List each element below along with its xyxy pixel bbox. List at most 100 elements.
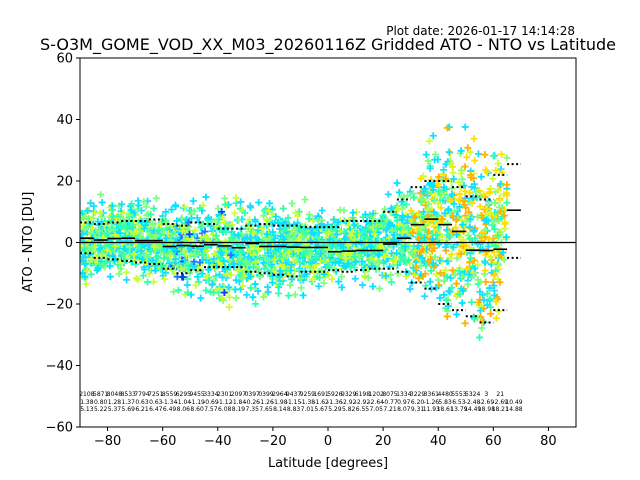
bin-annotation-text: 6198 bbox=[355, 391, 370, 398]
scatter-point bbox=[359, 228, 367, 236]
bin-annotation-text: 7794 bbox=[134, 391, 149, 398]
scatter-point bbox=[191, 252, 199, 260]
scatter-point bbox=[476, 307, 484, 315]
scatter-point bbox=[285, 249, 293, 257]
scatter-point bbox=[230, 260, 238, 268]
scatter-point bbox=[181, 264, 189, 272]
scatter-point bbox=[408, 250, 416, 258]
scatter-point bbox=[503, 181, 511, 189]
scatter-point bbox=[436, 269, 444, 277]
scatter-point bbox=[320, 279, 328, 287]
scatter-point bbox=[81, 244, 89, 252]
bin-annotation-text: -1.36 bbox=[327, 399, 343, 406]
scatter-point bbox=[461, 319, 469, 327]
bin-annotation-text: -1.26 bbox=[424, 399, 440, 406]
scatter-point bbox=[495, 262, 503, 270]
scatter-point bbox=[496, 278, 504, 286]
scatter-point bbox=[165, 259, 173, 267]
scatter-point bbox=[219, 214, 227, 222]
x-tick-label: −20 bbox=[259, 434, 286, 449]
scatter-point bbox=[80, 253, 87, 261]
scatter-point bbox=[421, 270, 429, 278]
scatter-point bbox=[268, 260, 276, 268]
scatter-point bbox=[306, 264, 314, 272]
bin-annotation-text: -2.69 bbox=[492, 399, 508, 406]
scatter-point bbox=[251, 216, 259, 224]
scatter-point bbox=[429, 186, 437, 194]
scatter-point bbox=[81, 273, 89, 281]
scatter-point bbox=[119, 209, 127, 217]
x-tick-label: 40 bbox=[430, 434, 447, 449]
scatter-point bbox=[494, 160, 502, 168]
scatter-point bbox=[392, 211, 400, 219]
scatter-point bbox=[476, 333, 484, 341]
scatter-point bbox=[325, 229, 333, 237]
scatter-point bbox=[160, 275, 168, 283]
scatter-point bbox=[453, 254, 461, 262]
scatter-point bbox=[173, 247, 181, 255]
scatter-point bbox=[453, 231, 461, 239]
scatter-point bbox=[437, 204, 445, 212]
scatter-point bbox=[295, 208, 303, 216]
x-tick-label: −80 bbox=[94, 434, 121, 449]
scatter-point bbox=[410, 194, 418, 202]
scatter-point bbox=[414, 242, 422, 250]
scatter-point bbox=[111, 242, 119, 250]
scatter-point bbox=[156, 242, 164, 250]
scatter-layer bbox=[80, 123, 511, 341]
scatter-point bbox=[430, 208, 438, 216]
bin-annotation-text: 8.19 bbox=[232, 406, 246, 413]
scatter-point bbox=[116, 229, 124, 237]
y-tick-label: −60 bbox=[46, 421, 73, 436]
scatter-point bbox=[98, 198, 106, 206]
bin-annotation-text: 2097 bbox=[231, 391, 246, 398]
bin-annotation-text: 8.07 bbox=[397, 406, 411, 413]
scatter-point bbox=[260, 259, 268, 267]
bin-annotation-text: 8.14 bbox=[273, 406, 287, 413]
bin-annotation-text: -2.92 bbox=[355, 399, 371, 406]
scatter-point bbox=[326, 235, 334, 243]
scatter-point bbox=[464, 144, 472, 152]
bin-annotation-text: -2.92 bbox=[341, 399, 357, 406]
scatter-point bbox=[496, 180, 504, 188]
scatter-point bbox=[216, 243, 224, 251]
scatter-point bbox=[436, 294, 444, 302]
scatter-point bbox=[202, 286, 210, 294]
scatter-point bbox=[447, 160, 455, 168]
scatter-point bbox=[212, 232, 220, 240]
scatter-point bbox=[245, 253, 253, 261]
scatter-point bbox=[452, 280, 460, 288]
x-tick-label: −40 bbox=[204, 434, 231, 449]
scatter-point bbox=[429, 132, 437, 140]
x-tick-label: 20 bbox=[375, 434, 392, 449]
scatter-point bbox=[497, 165, 505, 173]
scatter-point bbox=[205, 259, 213, 267]
scatter-point bbox=[470, 256, 478, 264]
scatter-point bbox=[133, 205, 141, 213]
scatter-point bbox=[267, 252, 275, 260]
scatter-point bbox=[268, 279, 276, 287]
scatter-point bbox=[489, 218, 497, 226]
scatter-point bbox=[288, 199, 296, 207]
scatter-point bbox=[496, 196, 504, 204]
scatter-point bbox=[318, 266, 326, 274]
scatter-point bbox=[215, 258, 223, 266]
scatter-point bbox=[495, 203, 503, 211]
scatter-point bbox=[122, 268, 130, 276]
bin-mean-layer bbox=[80, 209, 521, 253]
scatter-point bbox=[401, 233, 409, 241]
scatter-point bbox=[315, 282, 323, 290]
bin-annotation-text: 5.29 bbox=[328, 406, 342, 413]
scatter-point bbox=[466, 189, 474, 197]
scatter-point bbox=[462, 265, 470, 273]
scatter-point bbox=[469, 269, 477, 277]
scatter-point bbox=[434, 200, 442, 208]
scatter-point bbox=[411, 213, 419, 221]
scatter-point bbox=[419, 246, 427, 254]
scatter-point bbox=[449, 212, 457, 220]
bin-annotation-text: 0.63 bbox=[135, 399, 149, 406]
bin-annotation-text: 6.49 bbox=[163, 406, 177, 413]
scatter-point bbox=[465, 271, 473, 279]
scatter-point bbox=[198, 229, 206, 237]
scatter-point bbox=[479, 228, 487, 236]
